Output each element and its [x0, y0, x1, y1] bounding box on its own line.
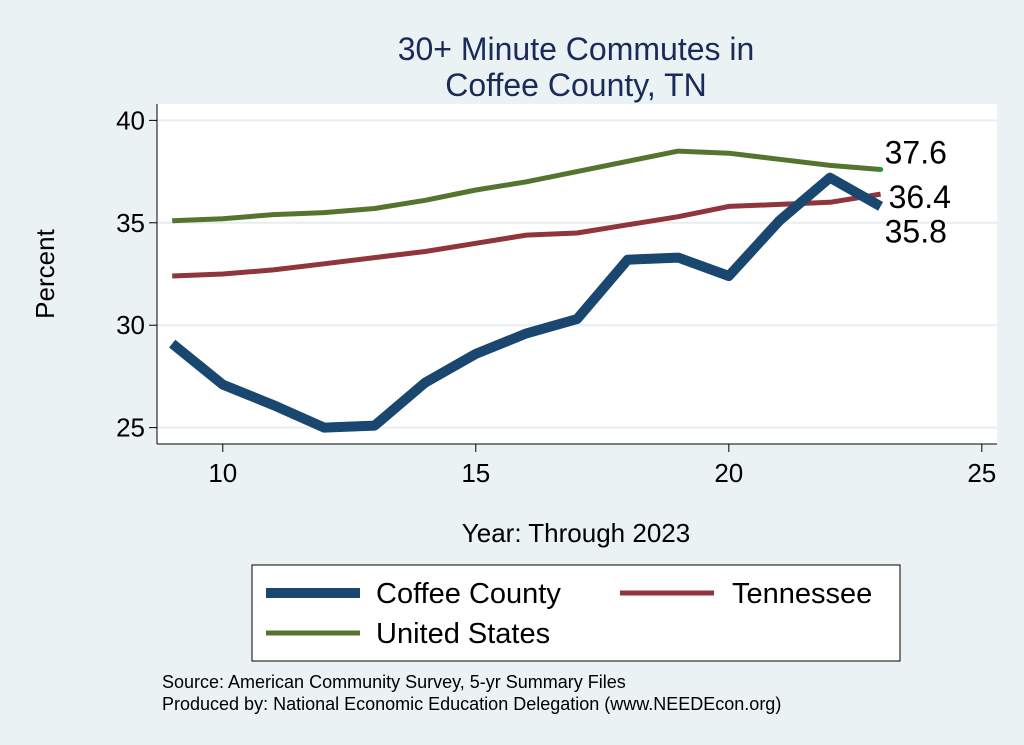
y-tick-label-25: 25	[116, 413, 145, 443]
plot-area	[157, 104, 997, 444]
y-axis-label: Percent	[30, 228, 60, 318]
y-tick-label-30: 30	[116, 310, 145, 340]
chart-title-line-1: 30+ Minute Commutes in	[398, 31, 755, 67]
source-line-2: Produced by: National Economic Education…	[162, 694, 781, 714]
x-axis-label: Year: Through 2023	[462, 518, 690, 548]
y-tick-label-35: 35	[116, 208, 145, 238]
legend-label-tennessee: Tennessee	[732, 578, 872, 610]
series-lines	[169, 148, 884, 433]
end-label-united-states: 37.6	[885, 135, 947, 171]
legend-box	[251, 564, 901, 662]
gridlines	[157, 119, 997, 429]
end-label-coffee-county: 35.8	[885, 213, 947, 249]
series-line-tennessee	[172, 191, 881, 279]
legend-label-coffee-county: Coffee County	[376, 578, 561, 610]
chart-title-line-2: Coffee County, TN	[445, 67, 706, 103]
y-tick-label-40: 40	[116, 105, 145, 135]
source-line-1: Source: American Community Survey, 5-yr …	[162, 672, 626, 692]
x-tick-label-25: 25	[967, 458, 996, 488]
end-label-tennessee: 36.4	[889, 179, 951, 215]
x-tick-label-10: 10	[208, 458, 237, 488]
series-line-united-states	[172, 148, 881, 224]
x-tick-label-15: 15	[461, 458, 490, 488]
legend-label-united-states: United States	[376, 618, 550, 650]
end-marker-united-states	[878, 167, 884, 173]
axes: 25 30 35 40 10 15 20 25	[116, 104, 997, 488]
legend: Coffee County Tennessee United States	[251, 564, 901, 662]
end-labels: 37.6 36.435.8	[885, 135, 951, 250]
x-tick-label-20: 20	[714, 458, 743, 488]
